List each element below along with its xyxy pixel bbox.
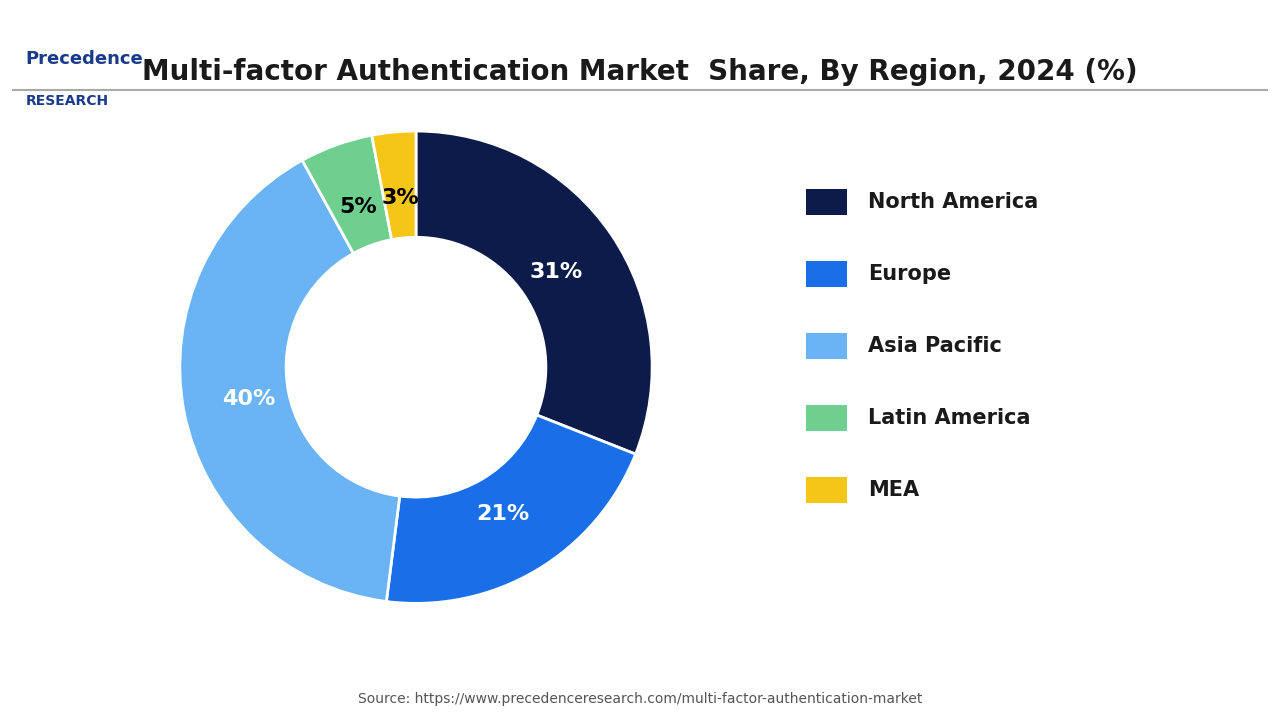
- Wedge shape: [416, 131, 652, 454]
- Text: North America: North America: [868, 192, 1038, 212]
- Text: 31%: 31%: [530, 261, 584, 282]
- Wedge shape: [371, 131, 416, 240]
- Wedge shape: [387, 415, 636, 603]
- Text: 21%: 21%: [476, 503, 529, 523]
- Text: Multi-factor Authentication Market  Share, By Region, 2024 (%): Multi-factor Authentication Market Share…: [142, 58, 1138, 86]
- Text: Source: https://www.precedenceresearch.com/multi-factor-authentication-market: Source: https://www.precedenceresearch.c…: [358, 692, 922, 706]
- Text: Latin America: Latin America: [868, 408, 1030, 428]
- Text: RESEARCH: RESEARCH: [26, 94, 109, 107]
- Text: Asia Pacific: Asia Pacific: [868, 336, 1002, 356]
- Text: Precedence: Precedence: [26, 50, 143, 68]
- Text: 5%: 5%: [339, 197, 378, 217]
- Text: MEA: MEA: [868, 480, 919, 500]
- Text: Europe: Europe: [868, 264, 951, 284]
- Wedge shape: [180, 161, 399, 601]
- Wedge shape: [302, 135, 392, 253]
- Text: 40%: 40%: [223, 389, 275, 409]
- Text: 3%: 3%: [381, 188, 419, 208]
